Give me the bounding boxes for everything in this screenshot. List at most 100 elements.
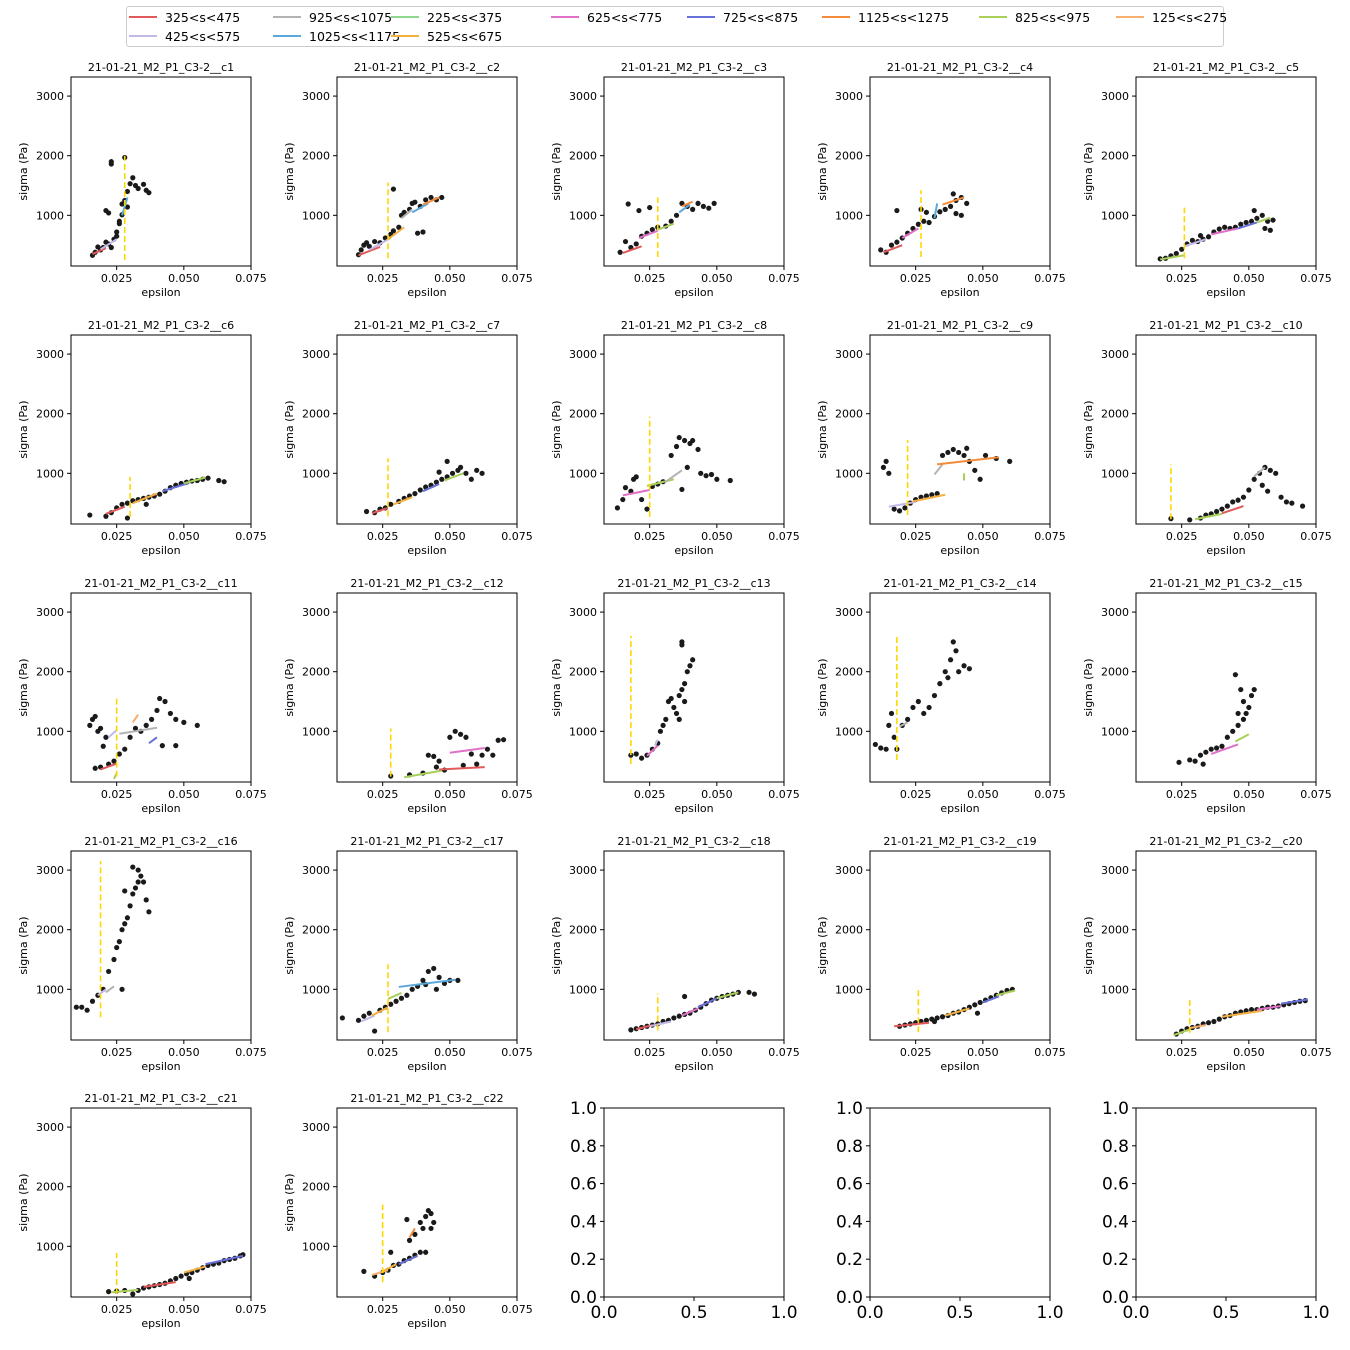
fit-line (1211, 227, 1239, 236)
x-tick-label: 0.050 (967, 788, 999, 801)
plot-area (1173, 997, 1309, 1037)
y-axis-label: sigma (Pa) (550, 142, 563, 200)
y-tick-label: 1.0 (570, 1099, 597, 1119)
data-point (1222, 224, 1228, 230)
subplot-title: 21-01-21_M2_P1_C3-2__c3 (621, 61, 767, 74)
data-point (433, 764, 440, 770)
data-point (396, 224, 402, 230)
data-point (974, 1010, 981, 1016)
x-tick-label: 0.075 (1034, 272, 1066, 285)
data-point (679, 642, 685, 648)
fit-line (1210, 743, 1239, 755)
y-tick-label: 3000 (569, 606, 597, 619)
data-point (87, 722, 93, 728)
data-point (412, 1231, 418, 1237)
fit-line (657, 222, 675, 231)
fit-line (408, 1227, 416, 1238)
data-point (436, 758, 442, 764)
data-point (639, 755, 645, 761)
data-point (690, 437, 696, 444)
x-tick-label: 0.0 (856, 1303, 883, 1323)
y-tick-label: 1000 (569, 725, 597, 738)
x-tick-label: 0.5 (1212, 1303, 1239, 1323)
x-axis-label: epsilon (674, 1060, 713, 1073)
x-tick-label: 0.075 (1300, 1046, 1332, 1059)
x-tick-label: 0.075 (235, 1046, 267, 1059)
x-axis-label: epsilon (407, 802, 446, 815)
y-tick-label: 3000 (835, 348, 863, 361)
fit-line (411, 202, 429, 214)
fit-line (654, 739, 659, 747)
fit-line (912, 493, 946, 503)
data-point (390, 186, 397, 192)
x-tick-label: 0.025 (900, 1046, 932, 1059)
data-point (1235, 710, 1241, 717)
data-point (972, 467, 978, 473)
plot-area (73, 861, 152, 1018)
plot-area (87, 475, 227, 521)
legend-item: 825<s<975 (979, 9, 1090, 25)
data-point (695, 446, 701, 453)
x-tick-label: 0.050 (434, 1303, 466, 1316)
y-axis-label: sigma (Pa) (1082, 658, 1095, 716)
data-point (977, 476, 983, 482)
data-point (1189, 237, 1196, 243)
legend-swatch (551, 16, 579, 18)
x-axis-label: epsilon (674, 802, 713, 815)
fit-line (358, 245, 381, 257)
data-point (114, 944, 120, 951)
x-tick-label: 0.075 (235, 1303, 267, 1316)
data-point (1235, 497, 1241, 503)
legend-swatch (979, 16, 1007, 18)
fit-line (1173, 1028, 1191, 1037)
y-tick-label: 2000 (302, 150, 330, 163)
y-tick-label: 1000 (1101, 467, 1129, 480)
y-tick-label: 2000 (835, 408, 863, 421)
data-point (106, 210, 112, 216)
axes-frame (869, 592, 1051, 783)
y-tick-label: 0.0 (1102, 1288, 1129, 1308)
subplot-title: 21-01-21_M2_P1_C3-2__c7 (354, 319, 500, 332)
data-point (633, 241, 639, 247)
data-point (671, 1015, 677, 1021)
x-tick-label: 0.075 (501, 1303, 533, 1316)
y-tick-label: 3000 (569, 864, 597, 877)
fit-line (360, 1014, 376, 1023)
data-point (363, 240, 370, 246)
data-point (490, 752, 496, 758)
data-point (1259, 482, 1265, 488)
y-axis-label: sigma (Pa) (550, 916, 563, 974)
data-point (727, 477, 733, 484)
x-tick-label: 0.075 (768, 272, 800, 285)
legend-label: 1125<s<1275 (858, 9, 950, 25)
data-point (436, 469, 442, 475)
data-point (676, 434, 682, 441)
x-tick-label: 1.0 (770, 1303, 797, 1323)
y-tick-label: 0.4 (836, 1212, 863, 1232)
data-point (111, 956, 117, 963)
subplot: 21-01-21_M2_P1_C3-2__c14 0.025 0.050 0.075 1… (816, 577, 1066, 815)
fit-line (1280, 998, 1309, 1005)
data-point (1238, 221, 1244, 227)
data-point (628, 752, 634, 758)
subplot-title: 21-01-21_M2_P1_C3-2__c2 (354, 61, 500, 74)
y-tick-label: 1000 (1101, 725, 1129, 738)
data-point (966, 666, 973, 672)
data-point (1224, 734, 1230, 740)
data-point (484, 746, 491, 752)
legend-item: 1125<s<1275 (822, 9, 949, 25)
data-point (116, 751, 122, 757)
fit-line (681, 200, 694, 208)
data-point (679, 200, 685, 206)
fit-line (996, 989, 1016, 997)
data-point (457, 464, 464, 470)
x-tick-label: 1.0 (1302, 1303, 1329, 1323)
data-point (339, 1015, 345, 1021)
data-point (216, 477, 222, 484)
x-tick-label: 0.025 (367, 788, 399, 801)
data-point (500, 737, 507, 743)
fit-line (1194, 512, 1223, 521)
data-point (910, 704, 916, 711)
data-point (902, 505, 908, 511)
